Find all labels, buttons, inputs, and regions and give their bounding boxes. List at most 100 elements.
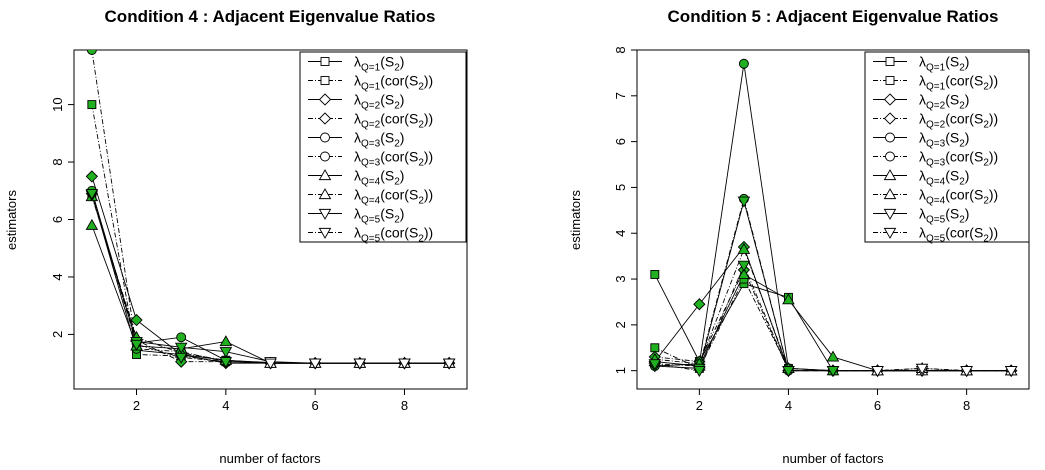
legend-label-argument-subscript: 2	[394, 215, 400, 226]
legend-entry-9: λQ=5(S2)	[308, 206, 404, 226]
legend-label-close: ))	[424, 187, 433, 203]
data-point-triangle-up	[85, 218, 99, 230]
legend-label-argument: (S	[945, 92, 959, 108]
legend-entry-5: λQ=3(S2)	[308, 130, 404, 150]
panel-condition-4: Condition 4 : Adjacent Eigenvalue Ratios…	[4, 7, 468, 466]
legend-label-subscript: Q=2	[361, 101, 381, 112]
y-tick-label: 4	[613, 230, 628, 237]
x-tick-label: 2	[133, 398, 140, 413]
chart-title: Condition 4 : Adjacent Eigenvalue Ratios	[105, 7, 436, 26]
x-tick-label: 4	[222, 398, 229, 413]
legend-label-close: ))	[424, 73, 433, 89]
legend-label-symbol: λ	[354, 206, 361, 222]
legend-label-argument: (S	[380, 54, 394, 70]
legend-label-argument: (cor(S	[380, 73, 418, 89]
legend-label: λQ=2(cor(S2))	[919, 111, 998, 131]
legend-marker-circle	[320, 132, 330, 143]
legend-label-close: ))	[424, 225, 433, 241]
legend-marker-diamond	[318, 93, 332, 106]
legend-label: λQ=1(cor(S2))	[919, 73, 998, 93]
legend-label-close: )	[965, 54, 970, 70]
legend-label-symbol: λ	[919, 111, 926, 127]
legend: λQ=1(S2)λQ=1(cor(S2))λQ=2(S2)λQ=2(cor(S2…	[299, 51, 467, 245]
legend-label: λQ=3(cor(S2))	[919, 149, 998, 169]
data-point-triangle-down	[308, 358, 322, 370]
legend-label-argument: (S	[380, 92, 394, 108]
legend-label-subscript: Q=4	[926, 196, 946, 207]
legend-label: λQ=3(S2)	[919, 130, 969, 150]
legend-label-symbol: λ	[354, 130, 361, 146]
legend-label-argument-subscript: 2	[959, 101, 965, 112]
legend-label-close: )	[965, 206, 970, 222]
legend-label-close: ))	[424, 111, 433, 127]
data-point-triangle-up	[737, 242, 751, 254]
legend-label-argument-subscript: 2	[983, 120, 989, 131]
data-point-triangle-up	[737, 268, 751, 280]
data-point-diamond	[693, 298, 706, 311]
legend-label-close: )	[965, 92, 970, 108]
legend-entry-8: λQ=4(cor(S2))	[873, 187, 998, 207]
data-point-triangle-down	[264, 358, 277, 370]
legend-label-symbol: λ	[919, 206, 926, 222]
legend-label-argument-subscript: 2	[983, 196, 989, 207]
legend-label: λQ=1(cor(S2))	[354, 73, 433, 93]
legend-label-subscript: Q=4	[926, 177, 946, 188]
panel-condition-5: Condition 5 : Adjacent Eigenvalue Ratios…	[568, 7, 1030, 466]
data-point-square	[650, 270, 660, 279]
data-point-triangle-down	[174, 342, 188, 354]
legend-marker-circle	[885, 151, 895, 162]
legend-label-symbol: λ	[354, 149, 361, 165]
legend-entry-3: λQ=2(S2)	[308, 92, 404, 112]
legend-marker-square	[320, 76, 330, 85]
data-point-triangle-down	[693, 366, 706, 378]
series-layer	[85, 50, 456, 370]
legend-label-close: )	[400, 54, 405, 70]
series-line-6	[654, 197, 1012, 372]
legend-label-argument: (cor(S	[945, 187, 983, 203]
legend-label-argument: (cor(S	[380, 225, 418, 241]
data-point-triangle-down	[130, 339, 143, 351]
legend-label: λQ=4(S2)	[354, 168, 404, 188]
y-axis-label: estimators	[4, 190, 19, 250]
legend-entry-1: λQ=1(S2)	[873, 54, 969, 74]
y-tick-label: 8	[613, 46, 628, 53]
legend-marker-diamond	[883, 112, 897, 125]
x-tick-label: 6	[312, 398, 319, 413]
chart-title: Condition 5 : Adjacent Eigenvalue Ratios	[668, 7, 999, 26]
legend-label-argument-subscript: 2	[959, 177, 965, 188]
legend-marker-triangle-up	[318, 169, 332, 181]
legend-label: λQ=5(S2)	[919, 206, 969, 226]
legend-label-symbol: λ	[919, 73, 926, 89]
legend-label: λQ=4(cor(S2))	[354, 187, 433, 207]
legend-label: λQ=2(S2)	[354, 92, 404, 112]
legend-label-subscript: Q=3	[926, 158, 946, 169]
legend-label-argument: (S	[945, 168, 959, 184]
legend-marker-triangle-down	[883, 208, 897, 220]
legend-label-argument-subscript: 2	[418, 196, 424, 207]
legend-label-close: ))	[989, 187, 998, 203]
legend-entry-9: λQ=5(S2)	[873, 206, 969, 226]
legend-label-close: )	[400, 130, 405, 146]
y-tick-label: 7	[613, 92, 628, 99]
legend-marker-triangle-up	[883, 188, 897, 200]
data-point-circle	[176, 332, 187, 343]
x-tick-label: 8	[963, 398, 970, 413]
legend-label-argument: (S	[380, 168, 394, 184]
legend-marker-triangle-down	[883, 227, 897, 239]
legend-label-symbol: λ	[919, 92, 926, 108]
y-tick-label: 6	[50, 216, 65, 223]
data-point-square	[87, 100, 97, 110]
legend-label-close: ))	[989, 225, 998, 241]
legend-entry-2: λQ=1(cor(S2))	[308, 73, 433, 93]
legend-label-symbol: λ	[919, 168, 926, 184]
legend-label: λQ=5(S2)	[354, 206, 404, 226]
y-axis-label: estimators	[568, 190, 583, 250]
legend-label-argument: (S	[380, 130, 394, 146]
legend-label-argument-subscript: 2	[418, 82, 424, 93]
data-point-triangle-down	[648, 359, 662, 371]
legend-label-symbol: λ	[354, 73, 361, 89]
data-point-circle	[86, 50, 97, 55]
series-layer	[648, 58, 1018, 378]
legend-label-symbol: λ	[919, 187, 926, 203]
